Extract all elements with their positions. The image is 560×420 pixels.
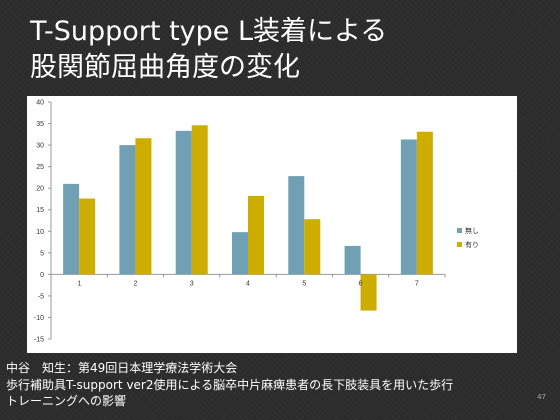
x-tick-label: 3: [190, 280, 194, 287]
bar-series-1-cat-2: [119, 145, 136, 275]
bar-series-2-cat-6: [360, 274, 377, 311]
x-tick-label: 6: [359, 280, 363, 287]
y-tick-label: -15: [34, 337, 44, 344]
x-tick-label: 1: [77, 280, 81, 287]
title-line-2: 股関節屈曲角度の変化: [30, 52, 300, 83]
citation-line-2: 歩行補助具T-support ver2使用による脳卒中片麻痺患者の長下肢装具を用…: [6, 377, 454, 392]
bar-series-1-cat-5: [288, 176, 305, 275]
y-tick-label: 10: [36, 229, 44, 236]
bar-series-2-cat-2: [135, 138, 152, 275]
y-tick-label: 30: [36, 143, 44, 150]
bar-series-1-cat-6: [344, 245, 361, 275]
y-tick-label: 35: [36, 121, 44, 128]
bar-series-2-cat-3: [191, 125, 208, 275]
x-tick-label: 2: [133, 280, 137, 287]
bar-series-2-cat-4: [248, 195, 264, 275]
y-tick-label: 20: [36, 186, 44, 193]
bar-series-2-cat-7: [416, 131, 433, 275]
slide-title: T-Support type L装着による 股関節屈曲角度の変化: [30, 14, 387, 86]
y-tick-label: 0: [40, 272, 44, 279]
x-tick-label: 7: [415, 280, 419, 287]
legend-label-2: 有り: [465, 240, 479, 249]
page-number: 47: [537, 393, 546, 401]
x-tick-label: 4: [246, 280, 250, 287]
legend-label-1: 無し: [465, 226, 479, 235]
citation: 中谷 知生：第49回日本理学療法学術大会 歩行補助具T-support ver2…: [6, 360, 526, 410]
y-tick-label: 25: [36, 164, 44, 171]
citation-line-1: 中谷 知生：第49回日本理学療法学術大会: [6, 361, 238, 375]
bar-series-2-cat-1: [79, 198, 96, 275]
bar-series-2-cat-5: [304, 219, 321, 275]
y-tick-label: -10: [34, 315, 44, 322]
bar-series-1-cat-1: [63, 183, 80, 275]
x-tick-label: 5: [302, 280, 306, 287]
y-tick-label: 15: [36, 207, 44, 214]
title-line-1: T-Support type L装着による: [30, 16, 388, 47]
bar-series-1-cat-7: [400, 139, 417, 275]
citation-line-3: トレーニングへの影響: [6, 394, 127, 408]
y-tick-label: 40: [36, 100, 44, 107]
y-tick-label: -5: [38, 293, 44, 300]
y-tick-label: 5: [40, 250, 44, 257]
bar-series-1-cat-3: [175, 130, 192, 275]
bar-series-1-cat-4: [232, 232, 248, 275]
legend-swatch-1: [457, 228, 462, 233]
legend-swatch-2: [457, 242, 462, 247]
plot-area: [34, 96, 516, 352]
